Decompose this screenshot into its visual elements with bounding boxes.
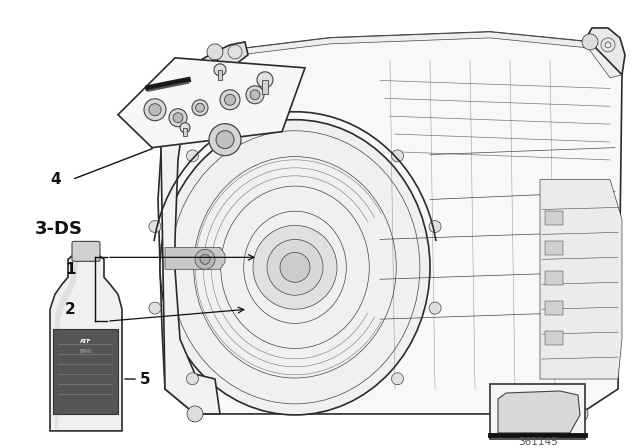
Ellipse shape — [160, 120, 430, 415]
Bar — [490, 384, 585, 439]
Text: 361145: 361145 — [518, 437, 558, 447]
Text: 4: 4 — [50, 172, 61, 187]
Polygon shape — [165, 247, 225, 269]
Bar — [545, 331, 563, 345]
Circle shape — [196, 103, 204, 112]
Text: 1: 1 — [65, 262, 76, 277]
Circle shape — [572, 406, 588, 422]
Text: 2: 2 — [65, 302, 76, 317]
Polygon shape — [540, 180, 622, 379]
Circle shape — [195, 250, 215, 269]
Circle shape — [392, 150, 404, 162]
Circle shape — [392, 373, 404, 385]
Circle shape — [216, 131, 234, 149]
Bar — [262, 80, 268, 94]
Circle shape — [149, 302, 161, 314]
Polygon shape — [118, 58, 305, 148]
Bar — [545, 301, 563, 315]
Circle shape — [169, 109, 187, 127]
Circle shape — [225, 94, 236, 105]
Polygon shape — [50, 247, 122, 431]
Circle shape — [257, 72, 273, 88]
Polygon shape — [215, 42, 248, 65]
Circle shape — [187, 406, 203, 422]
Circle shape — [192, 100, 208, 116]
Circle shape — [209, 124, 241, 155]
Polygon shape — [158, 32, 622, 414]
Circle shape — [429, 220, 441, 233]
Polygon shape — [160, 52, 220, 414]
Text: BMW: BMW — [80, 349, 92, 354]
Circle shape — [186, 150, 198, 162]
Circle shape — [214, 64, 226, 76]
Circle shape — [220, 90, 240, 110]
Text: 3-DS: 3-DS — [35, 220, 83, 238]
Circle shape — [267, 239, 323, 295]
Circle shape — [173, 113, 183, 123]
Bar — [545, 241, 563, 255]
Circle shape — [246, 86, 264, 104]
Polygon shape — [55, 251, 82, 429]
Circle shape — [207, 44, 223, 60]
Circle shape — [250, 90, 260, 100]
Bar — [53, 329, 118, 414]
Text: ATF: ATF — [80, 339, 92, 344]
Bar — [218, 70, 223, 80]
Circle shape — [200, 254, 210, 264]
Bar — [183, 128, 187, 136]
Circle shape — [253, 225, 337, 309]
Circle shape — [180, 123, 190, 133]
Bar — [545, 271, 563, 285]
Bar — [545, 211, 563, 225]
FancyBboxPatch shape — [72, 241, 100, 261]
Circle shape — [582, 34, 598, 50]
Circle shape — [149, 103, 161, 116]
Circle shape — [144, 99, 166, 121]
Circle shape — [280, 252, 310, 282]
Text: 5: 5 — [140, 371, 150, 387]
Circle shape — [186, 373, 198, 385]
Polygon shape — [498, 391, 580, 433]
Circle shape — [149, 220, 161, 233]
Circle shape — [429, 302, 441, 314]
Polygon shape — [165, 32, 622, 92]
Polygon shape — [588, 28, 625, 75]
